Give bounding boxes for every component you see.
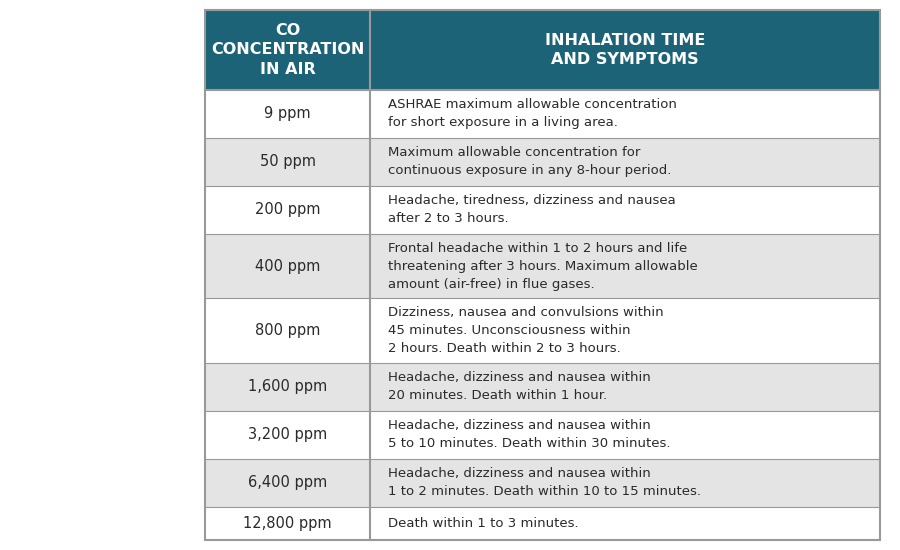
Bar <box>370 186 880 234</box>
Bar <box>205 234 370 299</box>
Text: Headache, dizziness and nausea within
1 to 2 minutes. Death within 10 to 15 minu: Headache, dizziness and nausea within 1 … <box>388 468 701 498</box>
Bar <box>205 299 370 363</box>
Text: 50 ppm: 50 ppm <box>259 155 316 169</box>
Bar <box>370 10 880 90</box>
Text: Maximum allowable concentration for
continuous exposure in any 8-hour period.: Maximum allowable concentration for cont… <box>388 146 671 178</box>
Bar <box>205 363 370 411</box>
Bar <box>205 10 370 90</box>
Bar <box>205 90 370 138</box>
Bar <box>370 234 880 299</box>
Bar <box>205 459 370 507</box>
Bar <box>205 186 370 234</box>
Text: Frontal headache within 1 to 2 hours and life
threatening after 3 hours. Maximum: Frontal headache within 1 to 2 hours and… <box>388 241 698 291</box>
Text: 1,600 ppm: 1,600 ppm <box>248 379 327 394</box>
Text: 9 ppm: 9 ppm <box>265 107 310 122</box>
Bar <box>370 299 880 363</box>
Text: Headache, dizziness and nausea within
5 to 10 minutes. Death within 30 minutes.: Headache, dizziness and nausea within 5 … <box>388 420 670 450</box>
Bar <box>370 138 880 186</box>
Text: Headache, dizziness and nausea within
20 minutes. Death within 1 hour.: Headache, dizziness and nausea within 20… <box>388 371 651 403</box>
Text: 12,800 ppm: 12,800 ppm <box>243 516 332 531</box>
Bar <box>370 363 880 411</box>
Bar <box>370 459 880 507</box>
Text: 200 ppm: 200 ppm <box>255 202 320 217</box>
Bar <box>370 90 880 138</box>
Text: 3,200 ppm: 3,200 ppm <box>248 427 327 442</box>
Bar <box>205 411 370 459</box>
Text: Death within 1 to 3 minutes.: Death within 1 to 3 minutes. <box>388 517 579 530</box>
Text: 400 ppm: 400 ppm <box>255 258 320 274</box>
Text: 800 ppm: 800 ppm <box>255 323 320 338</box>
Bar <box>205 138 370 186</box>
Bar <box>205 507 370 540</box>
Bar <box>205 10 880 540</box>
Text: ASHRAE maximum allowable concentration
for short exposure in a living area.: ASHRAE maximum allowable concentration f… <box>388 98 677 129</box>
Text: Headache, tiredness, dizziness and nausea
after 2 to 3 hours.: Headache, tiredness, dizziness and nause… <box>388 195 676 226</box>
Text: INHALATION TIME
AND SYMPTOMS: INHALATION TIME AND SYMPTOMS <box>544 33 706 67</box>
Bar <box>370 411 880 459</box>
Text: 6,400 ppm: 6,400 ppm <box>248 475 327 491</box>
Bar <box>370 507 880 540</box>
Text: CO
CONCENTRATION
IN AIR: CO CONCENTRATION IN AIR <box>211 23 364 76</box>
Text: Dizziness, nausea and convulsions within
45 minutes. Unconsciousness within
2 ho: Dizziness, nausea and convulsions within… <box>388 306 663 355</box>
